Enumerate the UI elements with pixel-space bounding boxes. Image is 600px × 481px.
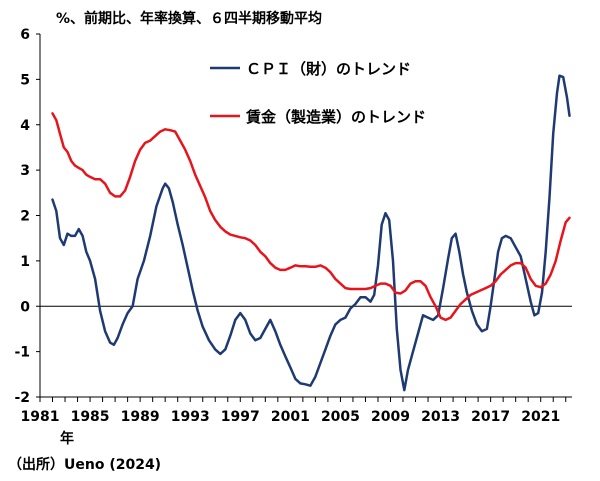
x-tick-label: 2017 <box>471 409 510 425</box>
x-tick-label: 1985 <box>71 409 110 425</box>
series-line-cpi <box>51 74 571 392</box>
x-tick-label: 2021 <box>521 409 560 425</box>
x-tick-label: 2009 <box>371 409 410 425</box>
y-tick-label: 2 <box>20 209 30 225</box>
x-tick-label: 1997 <box>221 409 260 425</box>
x-tick-label: 1993 <box>171 409 210 425</box>
y-tick-label: 5 <box>20 72 30 88</box>
y-tick-label: 3 <box>20 163 30 179</box>
x-unit-label: 年 <box>60 431 74 447</box>
x-tick-label: 2005 <box>321 409 360 425</box>
series-layer <box>51 74 571 392</box>
y-axis: -2 -1 0 1 2 3 4 5 6 <box>14 27 40 406</box>
x-tick-label: 1981 <box>21 409 60 425</box>
x-tick-label: 2001 <box>271 409 310 425</box>
y-tick-label: 6 <box>20 27 30 43</box>
y-tick-label: 1 <box>20 254 30 270</box>
series-line-wage <box>51 112 571 322</box>
plot-area <box>39 34 572 398</box>
x-tick-label: 2013 <box>421 409 460 425</box>
unit-label: %、前期比、年率換算、６四半期移動平均 <box>56 11 323 27</box>
y-tick-label: 0 <box>20 299 30 315</box>
source-note: （出所）Ueno (2024) <box>8 457 162 473</box>
legend-label-cpi: ＣＰＩ（財）のトレンド <box>246 60 412 78</box>
x-axis: 1981 1985 1989 1993 1997 2001 2005 2009 2013 2017… <box>21 397 567 425</box>
legend-label-wage: 賃金（製造業）のトレンド <box>246 108 427 126</box>
x-tick-label: 1989 <box>121 409 160 425</box>
y-tick-label: -2 <box>14 390 30 406</box>
y-tick-label: -1 <box>14 345 30 361</box>
y-tick-label: 4 <box>20 118 30 134</box>
